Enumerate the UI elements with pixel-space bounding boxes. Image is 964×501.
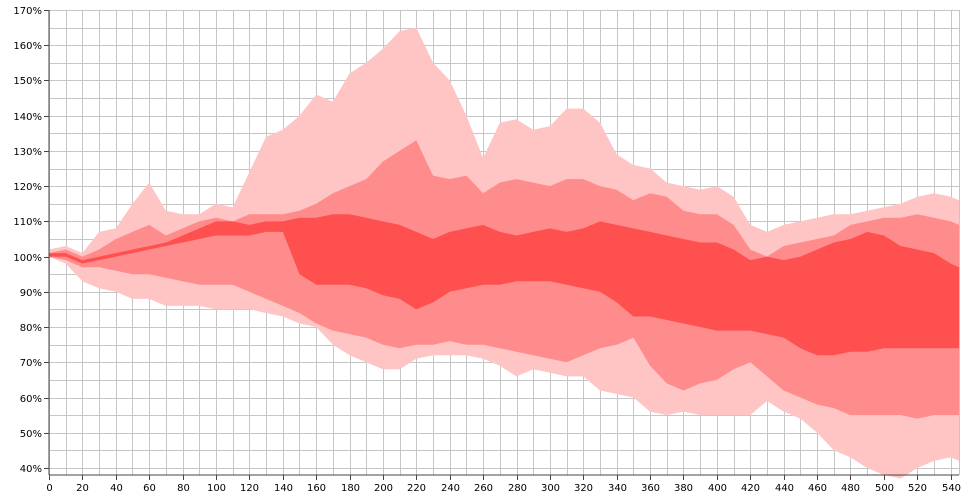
axes [48,10,959,476]
x-tick-label: 320 [574,483,593,494]
x-tick-label: 440 [775,483,794,494]
band-inner [49,214,959,356]
x-tick-label: 520 [908,483,927,494]
y-tick-label: 90% [20,288,42,299]
band-areas [49,27,959,479]
x-tick-label: 160 [307,483,326,494]
x-tick-label: 220 [407,483,426,494]
x-axis-ticks: 0 20 40 60 80 100 120 140 160 180 200 220 240 260 280 3… [46,475,961,494]
y-tick-label: 100% [13,253,42,264]
x-tick-label: 60 [143,483,156,494]
x-tick-label: 380 [674,483,693,494]
y-tick-label: 140% [13,112,42,123]
x-tick-label: 420 [741,483,760,494]
x-tick-label: 0 [46,483,52,494]
x-tick-label: 80 [177,483,190,494]
x-tick-label: 500 [875,483,894,494]
x-tick-label: 140 [274,483,293,494]
y-tick-label: 120% [13,182,42,193]
y-tick-label: 160% [13,41,42,52]
x-tick-label: 300 [541,483,560,494]
x-tick-label: 460 [808,483,827,494]
x-tick-label: 200 [374,483,393,494]
y-tick-label: 50% [20,429,42,440]
x-tick-label: 100 [207,483,226,494]
x-tick-label: 240 [441,483,460,494]
y-tick-label: 150% [13,76,42,87]
y-tick-label: 130% [13,147,42,158]
x-tick-label: 360 [641,483,660,494]
y-tick-label: 60% [20,394,42,405]
y-tick-label: 40% [20,464,42,475]
y-tick-label: 80% [20,323,42,334]
x-tick-label: 120 [240,483,259,494]
y-axis-ticks: 40% 50% 60% 70% 80% 90% 100% 110% 120% 130% 140% 15… [13,6,49,475]
y-tick-label: 170% [13,6,42,17]
x-tick-label: 20 [76,483,89,494]
x-tick-label: 540 [942,483,961,494]
x-tick-label: 480 [841,483,860,494]
x-tick-label: 40 [110,483,123,494]
x-tick-label: 260 [474,483,493,494]
x-tick-label: 280 [508,483,527,494]
y-tick-label: 110% [13,217,42,228]
x-tick-label: 340 [608,483,627,494]
y-tick-label: 70% [20,358,42,369]
x-tick-label: 400 [708,483,727,494]
x-tick-label: 180 [341,483,360,494]
